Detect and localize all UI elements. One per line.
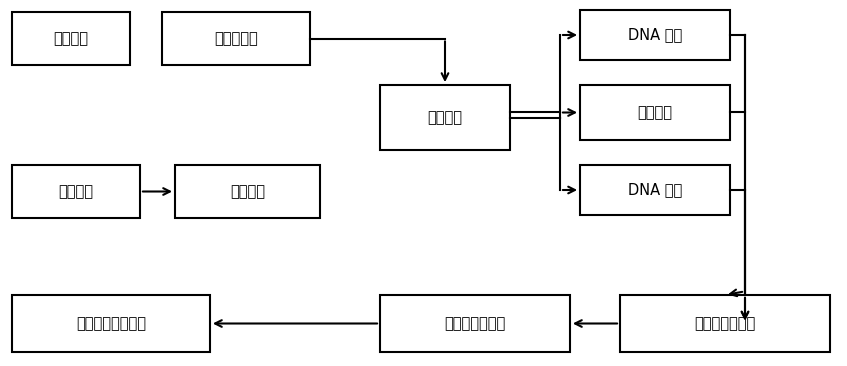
Text: 混沌系统: 混沌系统 xyxy=(638,105,673,120)
Text: DNA 编码: DNA 编码 xyxy=(628,183,682,198)
Text: 逻辑序列: 逻辑序列 xyxy=(58,184,93,199)
Text: 多视角光场图像: 多视角光场图像 xyxy=(445,316,506,331)
FancyBboxPatch shape xyxy=(380,295,570,352)
Text: DNA 编码: DNA 编码 xyxy=(628,27,682,42)
Text: 最终光场密文图像: 最终光场密文图像 xyxy=(76,316,146,331)
FancyBboxPatch shape xyxy=(12,295,210,352)
FancyBboxPatch shape xyxy=(175,165,320,218)
FancyBboxPatch shape xyxy=(380,85,510,150)
FancyBboxPatch shape xyxy=(580,165,730,215)
Text: 随机矩阵: 随机矩阵 xyxy=(230,184,265,199)
FancyBboxPatch shape xyxy=(620,295,830,352)
FancyBboxPatch shape xyxy=(162,12,310,65)
FancyBboxPatch shape xyxy=(12,165,140,218)
FancyBboxPatch shape xyxy=(580,85,730,140)
Text: 子视角密文图像: 子视角密文图像 xyxy=(695,316,756,331)
Text: 光场图像: 光场图像 xyxy=(53,31,88,46)
Text: 分块处理: 分块处理 xyxy=(428,110,462,125)
FancyBboxPatch shape xyxy=(12,12,130,65)
FancyBboxPatch shape xyxy=(580,10,730,60)
Text: 子视角图像: 子视角图像 xyxy=(214,31,257,46)
